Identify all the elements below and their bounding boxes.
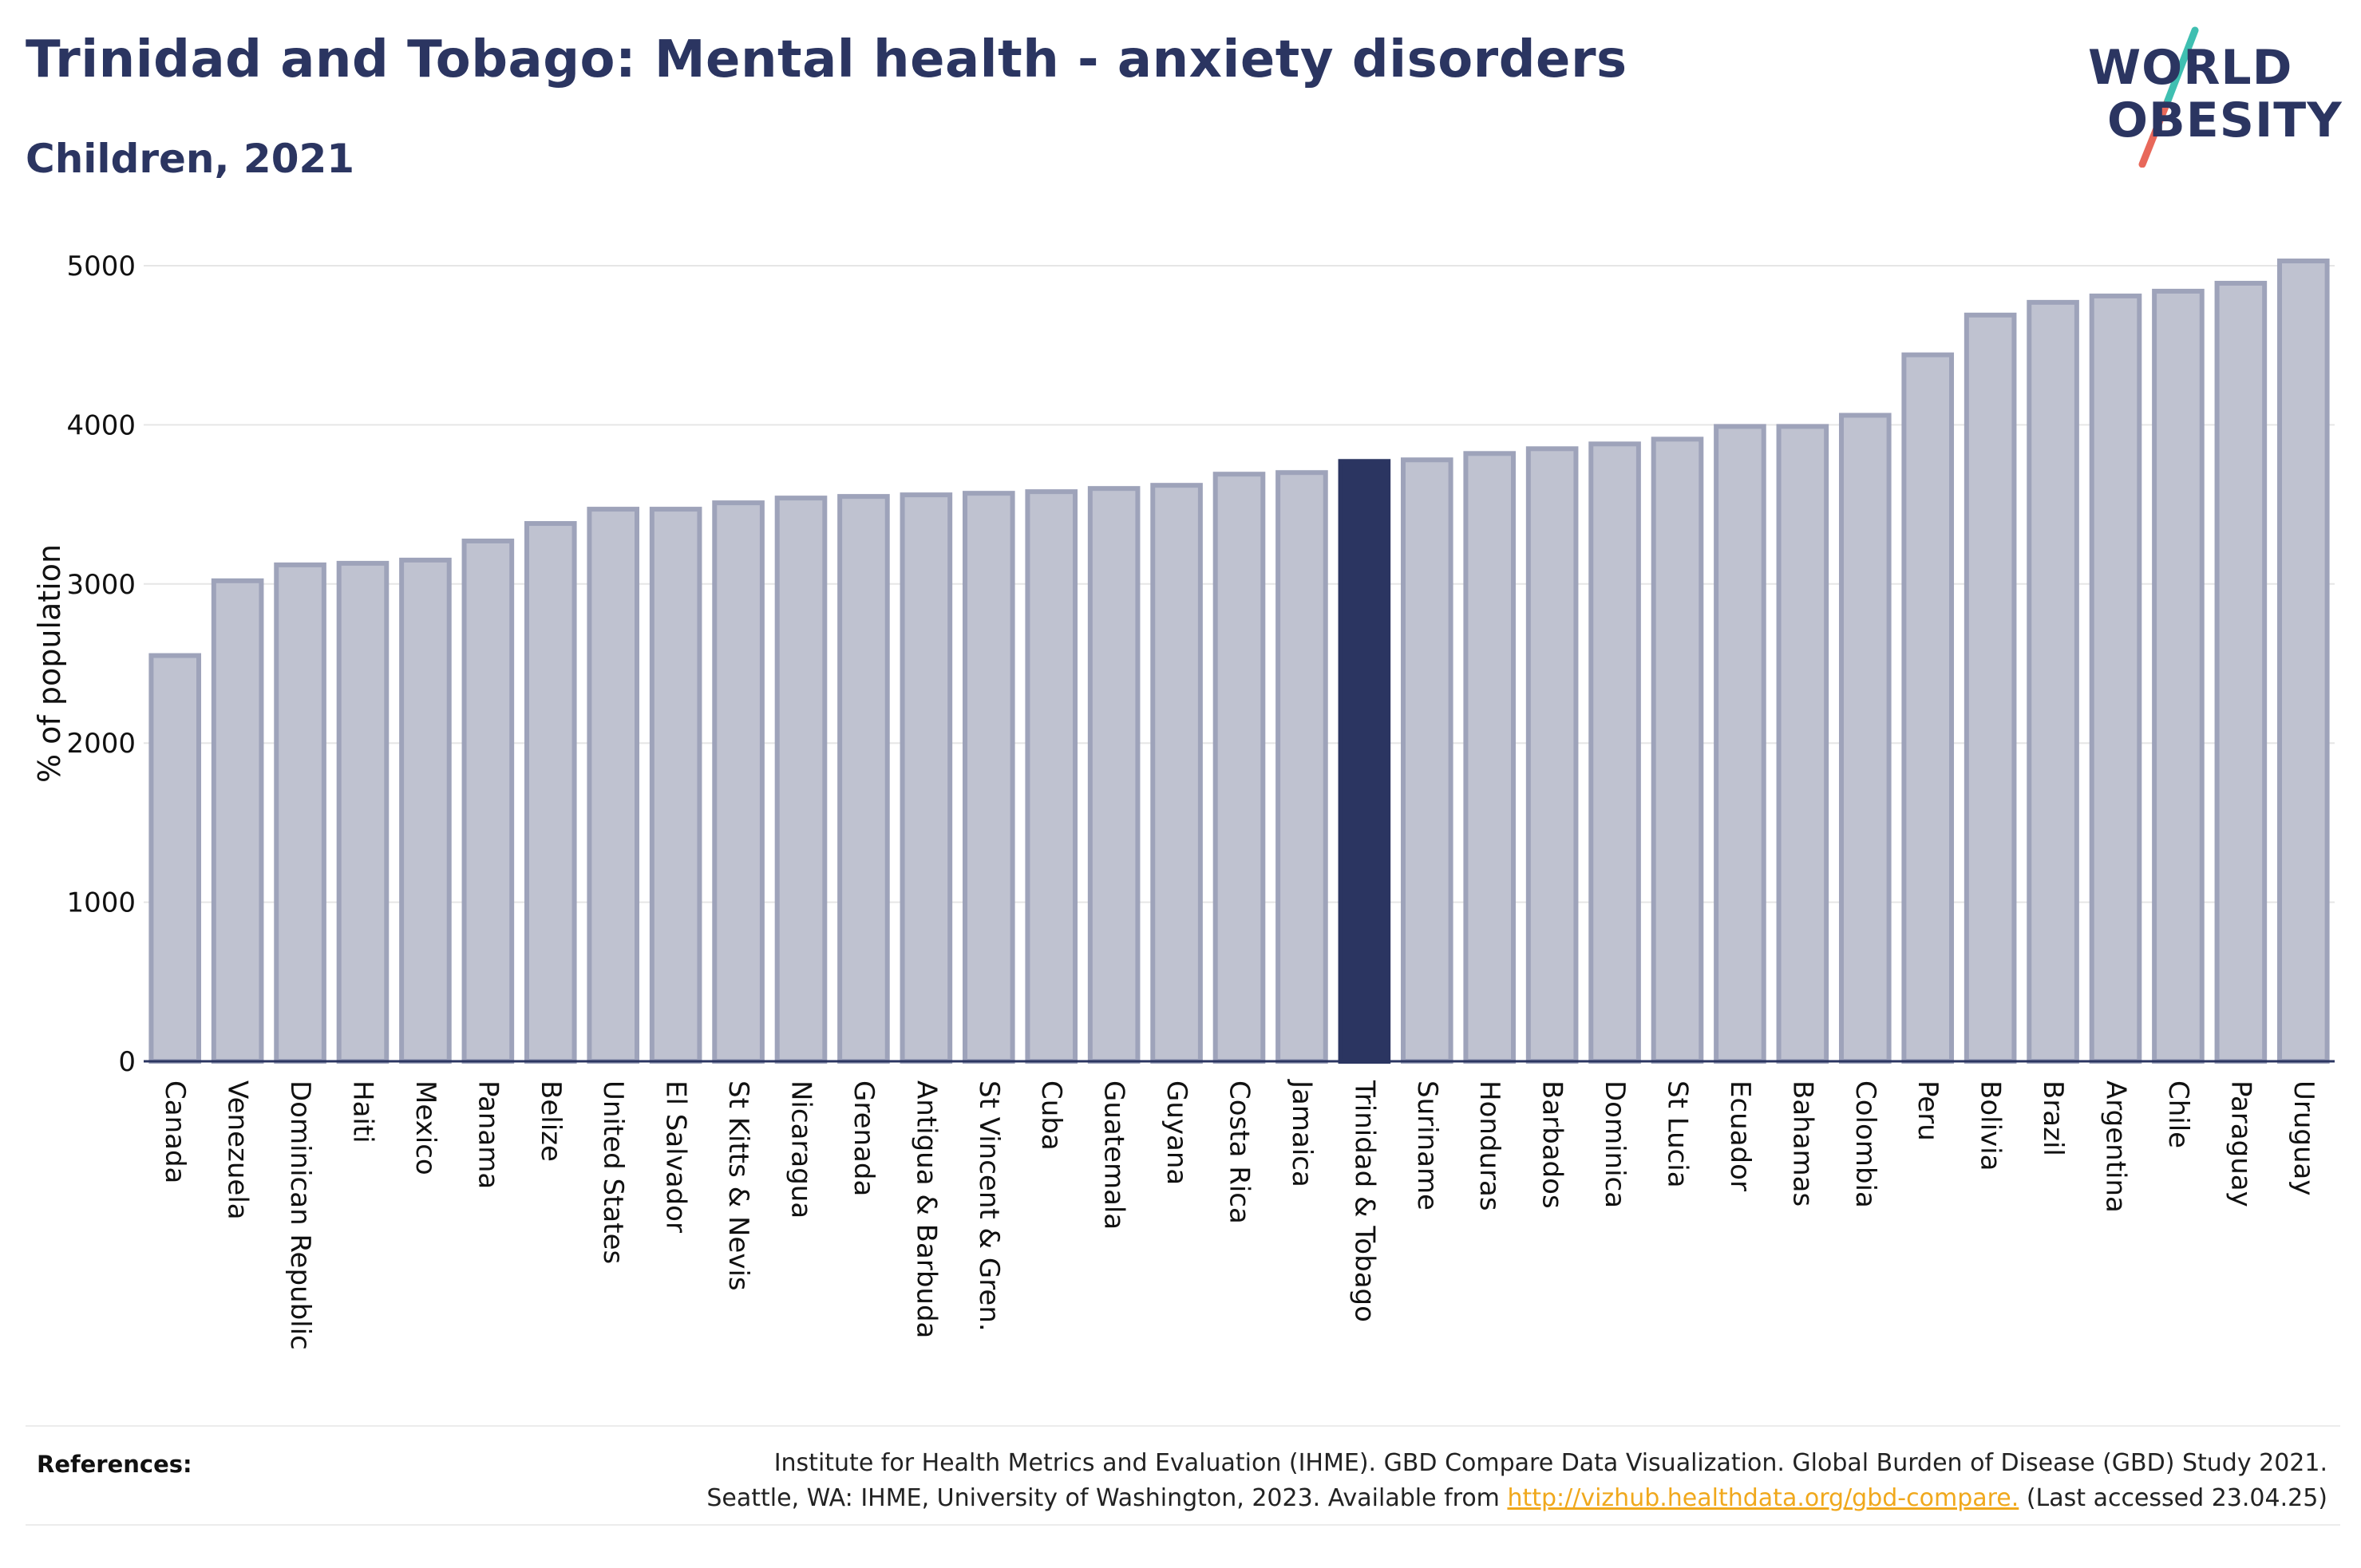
y-axis-label: % of population <box>32 544 67 783</box>
x-tick-label: Brazil <box>2037 1080 2069 1156</box>
x-tick-label: Nicaragua <box>785 1080 817 1218</box>
x-tick-label: St Vincent & Gren. <box>973 1080 1005 1332</box>
reference-line-2: Seattle, WA: IHME, University of Washing… <box>492 1481 2327 1516</box>
reference-link[interactable]: http://vizhub.healthdata.org/gbd-compare… <box>1507 1484 2019 1512</box>
bar <box>2089 293 2142 1064</box>
x-tick-label: Dominica <box>1599 1080 1631 1208</box>
x-tick-label: Uruguay <box>2288 1080 2319 1196</box>
bar-chart: 0 1000 2000 3000 4000 5000 % of population Cana… <box>32 251 2335 1350</box>
x-tick-label: Chile <box>2162 1080 2194 1148</box>
chart-title: Trinidad and Tobago: Mental health - anx… <box>26 30 1627 89</box>
x-tick-label: Guatemala <box>1098 1080 1130 1230</box>
x-tick-label: Bolivia <box>1975 1080 2007 1171</box>
footer-divider-top <box>26 1425 2340 1427</box>
x-tick-label: Haiti <box>347 1080 379 1143</box>
bar <box>1651 436 1704 1064</box>
bar <box>1400 457 1453 1064</box>
bar <box>461 538 515 1064</box>
x-tick-label: Suriname <box>1411 1080 1443 1211</box>
logo-text-world: WORLD <box>2088 40 2293 96</box>
bar <box>1463 451 1517 1064</box>
footer-divider-bottom <box>26 1524 2340 1526</box>
bar <box>2027 299 2079 1064</box>
x-tick-label: Guyana <box>1161 1080 1192 1185</box>
bar <box>1525 446 1579 1064</box>
x-tick-label: Canada <box>159 1080 191 1183</box>
bar <box>274 562 326 1064</box>
x-tick-label: Honduras <box>1473 1080 1505 1211</box>
bar <box>1588 441 1641 1064</box>
bar <box>1901 352 1955 1064</box>
bar <box>1087 486 1141 1064</box>
bar <box>712 500 765 1064</box>
y-tick-label: 4000 <box>66 409 136 441</box>
bar <box>774 496 828 1064</box>
bar <box>336 560 390 1064</box>
x-tick-label: Ecuador <box>1724 1080 1756 1191</box>
bar <box>2152 288 2205 1064</box>
bar <box>2214 280 2268 1064</box>
y-tick-label: 2000 <box>66 728 136 760</box>
x-tick-label: Belize <box>535 1080 567 1162</box>
x-tick-label: Jamaica <box>1286 1079 1318 1187</box>
bar <box>649 507 702 1064</box>
references-text: Institute for Health Metrics and Evaluat… <box>492 1446 2327 1516</box>
references-label: References: <box>37 1451 192 1478</box>
logo-slash-icon <box>2138 26 2199 168</box>
x-tick-label: St Lucia <box>1662 1080 1694 1188</box>
x-tick-label: St Kitts & Nevis <box>722 1080 754 1291</box>
bar <box>1838 413 1892 1064</box>
bar <box>1025 489 1078 1064</box>
reference-access-date: (Last accessed 23.04.25) <box>2019 1484 2327 1512</box>
x-tick-label: Trinidad & Tobago <box>1348 1080 1380 1322</box>
y-tick-label: 1000 <box>66 887 136 919</box>
x-tick-label: Panama <box>472 1080 504 1189</box>
x-tick-label: El Salvador <box>660 1080 692 1233</box>
y-tick-label: 5000 <box>66 251 136 282</box>
y-tick-label: 3000 <box>66 569 136 601</box>
x-tick-label: United States <box>597 1080 629 1264</box>
x-tick-label: Mexico <box>409 1080 441 1175</box>
chart-subtitle: Children, 2021 <box>26 136 355 182</box>
x-tick-label: Venezuela <box>222 1080 254 1220</box>
bar <box>524 521 577 1064</box>
bar <box>587 507 640 1064</box>
world-obesity-logo: WORLD OBESITY <box>2075 24 2347 168</box>
x-tick-label: Colombia <box>1849 1080 1881 1208</box>
x-tick-label: Antigua & Barbuda <box>910 1080 942 1338</box>
bar <box>837 494 890 1064</box>
x-tick-label: Grenada <box>848 1080 880 1196</box>
x-tick-label: Cuba <box>1035 1080 1067 1151</box>
bar <box>399 557 452 1064</box>
bar <box>900 492 953 1064</box>
x-tick-label: Barbados <box>1536 1080 1568 1209</box>
x-tick-label: Peru <box>1912 1080 1944 1141</box>
bar <box>1150 483 1203 1064</box>
bar <box>1212 472 1266 1064</box>
bar <box>1714 424 1766 1064</box>
y-tick-label: 0 <box>118 1046 136 1078</box>
bar <box>2276 259 2330 1064</box>
reference-line-1: Institute for Health Metrics and Evaluat… <box>773 1449 2327 1477</box>
bar <box>1275 470 1328 1064</box>
x-tick-label: Costa Rica <box>1224 1080 1256 1224</box>
x-tick-label: Argentina <box>2100 1080 2132 1213</box>
bar <box>1776 424 1829 1064</box>
bar <box>1964 312 2017 1064</box>
bar <box>1338 459 1391 1064</box>
x-tick-label: Paraguay <box>2225 1080 2256 1207</box>
bar <box>211 578 264 1064</box>
logo-text-obesity: OBESITY <box>2107 93 2343 148</box>
bar <box>962 491 1015 1064</box>
reference-line-2-text: Seattle, WA: IHME, University of Washing… <box>706 1484 1508 1512</box>
x-tick-label: Bahamas <box>1786 1080 1818 1207</box>
x-tick-label: Dominican Republic <box>284 1080 316 1350</box>
bar <box>148 653 202 1064</box>
